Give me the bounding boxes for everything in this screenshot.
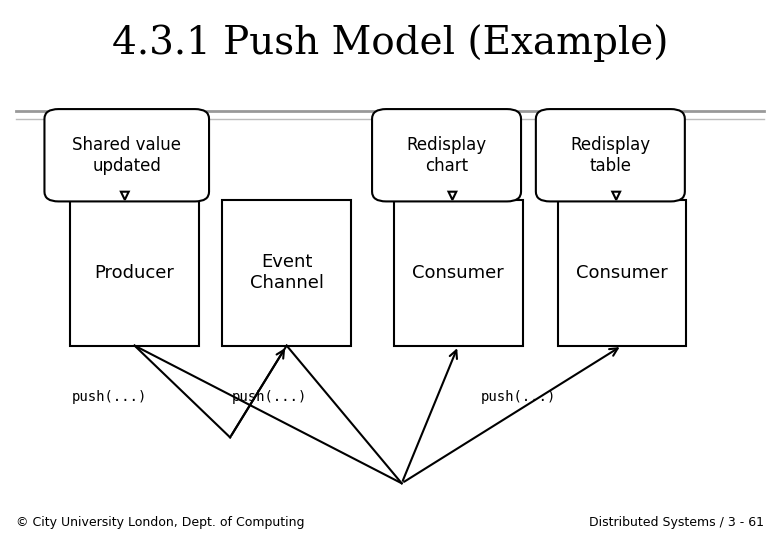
FancyBboxPatch shape: [394, 200, 523, 346]
Text: push(...): push(...): [72, 390, 147, 404]
FancyBboxPatch shape: [70, 200, 199, 346]
Text: Shared value
updated: Shared value updated: [73, 136, 181, 174]
Text: © City University London, Dept. of Computing: © City University London, Dept. of Compu…: [16, 516, 304, 529]
Text: Redisplay
table: Redisplay table: [570, 136, 651, 174]
FancyBboxPatch shape: [558, 200, 686, 346]
Text: Consumer: Consumer: [576, 264, 668, 282]
Text: Distributed Systems / 3 - 61: Distributed Systems / 3 - 61: [590, 516, 764, 529]
Text: Producer: Producer: [94, 264, 175, 282]
FancyBboxPatch shape: [536, 109, 685, 201]
FancyBboxPatch shape: [222, 200, 351, 346]
Text: 4.3.1 Push Model (Example): 4.3.1 Push Model (Example): [112, 24, 668, 62]
Polygon shape: [121, 192, 129, 200]
Text: Event
Channel: Event Channel: [250, 253, 324, 292]
Text: Consumer: Consumer: [413, 264, 504, 282]
Text: Redisplay
chart: Redisplay chart: [406, 136, 487, 174]
Polygon shape: [612, 192, 620, 200]
Text: push(...): push(...): [481, 390, 556, 404]
Text: push(...): push(...): [232, 390, 307, 404]
FancyBboxPatch shape: [372, 109, 521, 201]
Polygon shape: [448, 192, 456, 200]
FancyBboxPatch shape: [44, 109, 209, 201]
